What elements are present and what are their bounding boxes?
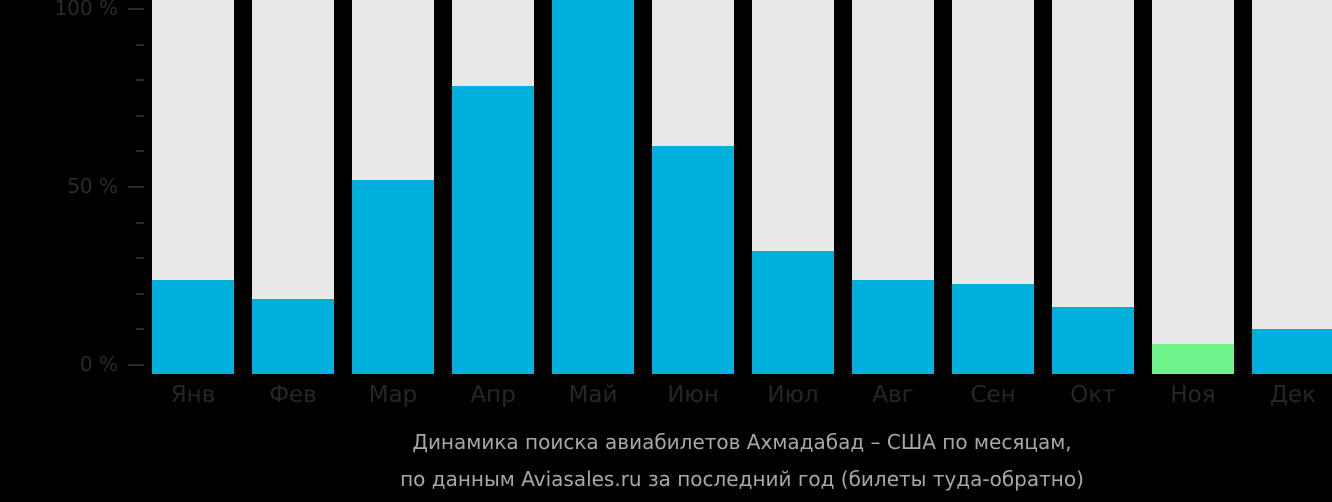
bar-1 [252,0,334,374]
bar-10 [1152,0,1234,374]
x-tick-label: Июл [767,382,819,408]
x-tick-label: Авг [872,382,914,408]
x-tick-label: Апр [470,382,516,408]
bar-3 [452,0,534,374]
x-tick-label: Мар [368,382,418,408]
x-tick-label: Май [568,382,618,408]
bar-6 [752,0,834,374]
x-tick-label: Сен [970,382,1016,408]
bar-value [252,299,334,374]
minor-tick [136,150,144,152]
x-tick-label: Ноя [1170,382,1216,408]
minor-tick [136,328,144,330]
bar-value [752,251,834,374]
bar-4 [552,0,634,374]
bar-value [552,0,634,374]
bar-5 [652,0,734,374]
bar-9 [1052,0,1134,374]
x-tick-label: Янв [170,382,216,408]
y-tick-label: 50 % [67,174,118,198]
major-tick [128,186,144,188]
bar-7 [852,0,934,374]
x-tick-label: Дек [1269,382,1316,408]
x-tick-label: Фев [269,382,317,408]
bar-value [1152,344,1234,374]
x-tick-label: Окт [1070,382,1116,408]
minor-tick [136,44,144,46]
bar-value [352,180,434,374]
minor-tick [136,115,144,117]
major-tick [128,8,144,10]
bar-value [952,284,1034,374]
bar-value [152,280,234,374]
x-tick-label: Июн [667,382,719,408]
bar-0 [152,0,234,374]
minor-tick [136,257,144,259]
bar-value [1252,329,1332,374]
bar-value [1052,307,1134,374]
bar-value [852,280,934,374]
bar-11 [1252,0,1332,374]
minor-tick [136,79,144,81]
y-tick-label: 100 % [54,0,118,20]
bar-value [652,146,734,374]
major-tick [128,364,144,366]
bar-value [452,86,534,374]
minor-tick [136,222,144,224]
chart-title: Динамика поиска авиабилетов Ахмадабад – … [412,430,1072,454]
bar-2 [352,0,434,374]
bar-8 [952,0,1034,374]
chart-subtitle: по данным Aviasales.ru за последний год … [400,467,1084,491]
y-tick-label: 0 % [79,352,118,376]
minor-tick [136,293,144,295]
